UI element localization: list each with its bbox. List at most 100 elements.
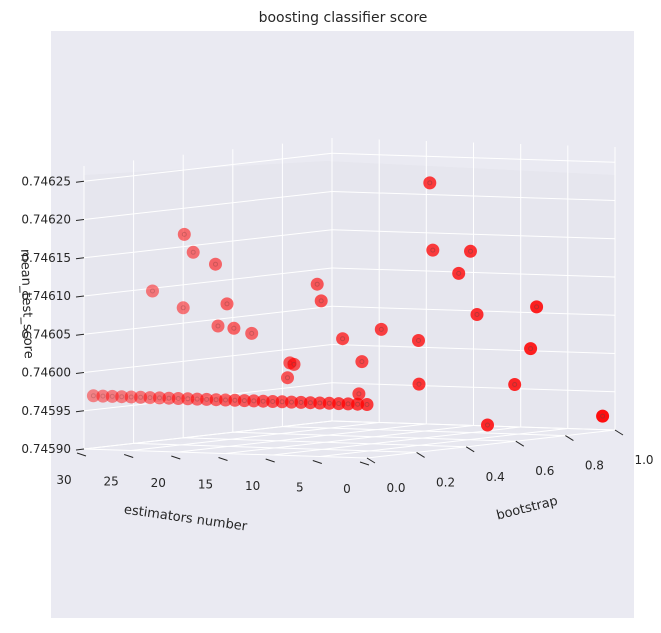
data-point [146, 284, 159, 298]
data-point [464, 244, 477, 258]
data-point-center [181, 231, 187, 237]
data-point-center [378, 326, 384, 332]
y-tick-label: 0.6 [535, 464, 554, 478]
data-point [481, 418, 494, 432]
data-point [209, 393, 223, 407]
data-point [245, 326, 259, 340]
data-point [341, 397, 355, 411]
data-point [287, 357, 301, 371]
data-point [352, 387, 366, 401]
z-tick-label: 0.74605 [21, 327, 71, 341]
x-grid-line [319, 428, 568, 457]
z-tick-mark [75, 257, 85, 260]
data-point-center [215, 323, 221, 329]
data-point-center [534, 304, 540, 310]
data-point-center [289, 399, 294, 405]
z-tick-label: 0.74625 [21, 174, 71, 188]
data-point-center [314, 281, 320, 287]
data-point-center [241, 398, 247, 404]
data-point [256, 394, 270, 408]
data-point [177, 227, 191, 241]
data-point-center [285, 375, 290, 381]
data-point [355, 355, 369, 369]
z-tick-label: 0.74595 [21, 404, 71, 418]
data-point-center [416, 381, 422, 387]
y-tick-mark [465, 446, 475, 453]
data-point-center [157, 395, 162, 401]
data-point-center [270, 399, 276, 404]
data-point [153, 391, 166, 405]
data-point [228, 393, 242, 407]
data-point-center [345, 401, 351, 407]
data-point [285, 395, 298, 409]
z-tick-mark [75, 295, 85, 298]
data-point [530, 300, 544, 314]
data-point [220, 297, 234, 311]
data-point-center [364, 402, 370, 407]
z-tick-label: 0.74610 [21, 289, 71, 303]
x-tick-label: 25 [104, 475, 119, 489]
y-grid-line [183, 437, 467, 448]
y-tick-mark [565, 435, 574, 442]
data-point-center [416, 338, 421, 343]
data-point-center [175, 396, 181, 401]
data-point-center [336, 401, 342, 407]
data-point [219, 393, 232, 407]
data-point-center [326, 400, 332, 406]
data-point [186, 245, 200, 259]
x-tick-label: 5 [296, 481, 304, 495]
x-tick-mark [312, 460, 322, 464]
z-axis-label: mean_test_score [17, 249, 36, 359]
data-point-center [298, 399, 304, 405]
y-tick-label: 1.0 [634, 453, 653, 467]
data-point-center [317, 400, 323, 406]
data-point-center [279, 399, 285, 405]
y-tick-mark [366, 457, 376, 464]
data-point-center [528, 346, 534, 352]
data-point [171, 392, 185, 405]
data-point [266, 395, 280, 408]
data-point-center [474, 312, 480, 317]
data-point [336, 332, 350, 346]
data-point [275, 395, 289, 409]
z-grid-line [83, 229, 333, 259]
z-grid-line [83, 344, 333, 373]
data-point [124, 390, 138, 404]
x-tick-label: 0 [343, 482, 351, 496]
data-point [209, 257, 222, 271]
y-tick-label: 0.2 [436, 475, 455, 489]
data-point-center [166, 395, 172, 401]
z-tick-label: 0.74615 [21, 251, 71, 265]
data-point-center [427, 180, 433, 186]
data-point-center [90, 393, 96, 399]
data-point [310, 277, 324, 291]
data-point-center [456, 270, 462, 276]
data-point [143, 391, 157, 405]
data-point [105, 389, 119, 403]
y-grid-line [83, 448, 368, 459]
data-point-center [100, 393, 106, 399]
data-point-center [194, 396, 200, 402]
z-tick-mark [75, 372, 85, 374]
z-grid-line [83, 267, 333, 297]
y-tick-label: 0.0 [386, 481, 405, 495]
data-point-center [204, 396, 210, 402]
data-point-center [128, 394, 134, 400]
z-grid-line [83, 191, 333, 220]
pane-floor [84, 430, 615, 458]
data-point-center [260, 398, 266, 404]
data-point [181, 392, 195, 406]
y-tick-label: 0.4 [486, 470, 505, 484]
data-point-center [485, 422, 490, 428]
data-point [162, 391, 176, 405]
data-point [134, 390, 148, 404]
data-point-center [512, 382, 518, 387]
z-tick-mark [75, 333, 85, 336]
data-point-center [138, 394, 144, 400]
data-point-center [231, 325, 237, 331]
data-point-center [109, 393, 115, 399]
data-point-center [430, 247, 436, 253]
data-point [596, 409, 610, 423]
data-point [412, 377, 426, 391]
